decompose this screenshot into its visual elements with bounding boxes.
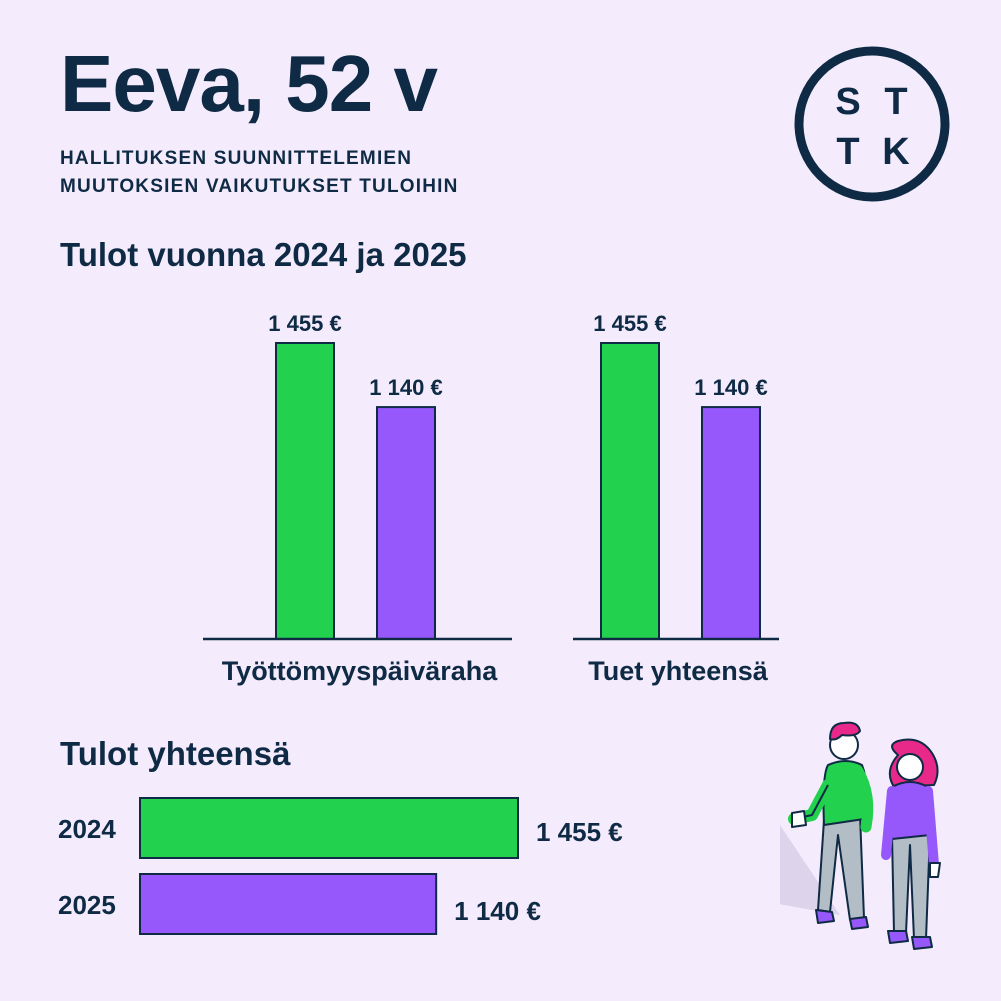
logo-letter-s: S [835,81,860,123]
year-label-1: 2024 [58,814,116,844]
total-bar-2 [139,873,438,935]
year-label-2: 2025 [58,890,116,920]
category-label-2: Tuet yhteensä [588,656,769,686]
page-title: Eeva, 52 v [60,39,438,128]
total-bar-row-2: 2025 1 140 € [58,873,541,935]
logo-letter-k: K [882,131,910,173]
section-title-total: Tulot yhteensä [60,735,291,772]
logo-letter-t1: T [884,81,907,123]
total-bar-1 [139,797,519,859]
two-people-pointing-illustration [780,721,941,950]
bar-value-label-1-2: 1 140 € [369,375,442,400]
bar-value-label-2-2: 1 140 € [694,375,767,400]
bar-value-label-1-1: 1 455 € [268,311,341,336]
bar-group-1: 1 455 € 1 140 € Työttömyyspäiväraha [203,311,512,686]
total-bar-row-1: 2024 1 455 € [58,797,623,859]
person-man [788,721,874,930]
logo-letter-t2: T [836,131,859,173]
subtitle-line-2: MUUTOKSIEN VAIKUTUKSET TULOIHIN [60,176,459,197]
total-value-label-2: 1 140 € [454,896,541,926]
category-label-1: Työttömyyspäiväraha [222,656,499,686]
total-value-label-1: 1 455 € [536,817,623,847]
bar-1-2 [376,406,436,641]
bar-2-1 [600,342,660,640]
page-subtitle: HALLITUKSEN SUUNNITTELEMIEN MUUTOKSIEN V… [60,145,459,201]
subtitle-line-1: HALLITUKSEN SUUNNITTELEMIEN [60,148,413,169]
bar-2-2 [701,406,761,641]
sttk-logo: S T T K [794,46,950,202]
bar-value-label-2-1: 1 455 € [593,311,666,336]
section-title-benefits: Tulot vuonna 2024 ja 2025 [60,236,467,273]
bar-group-2: 1 455 € 1 140 € Tuet yhteensä [573,311,779,686]
person-woman [881,738,941,950]
logo-ring [794,46,950,202]
bar-1-1 [275,342,335,640]
